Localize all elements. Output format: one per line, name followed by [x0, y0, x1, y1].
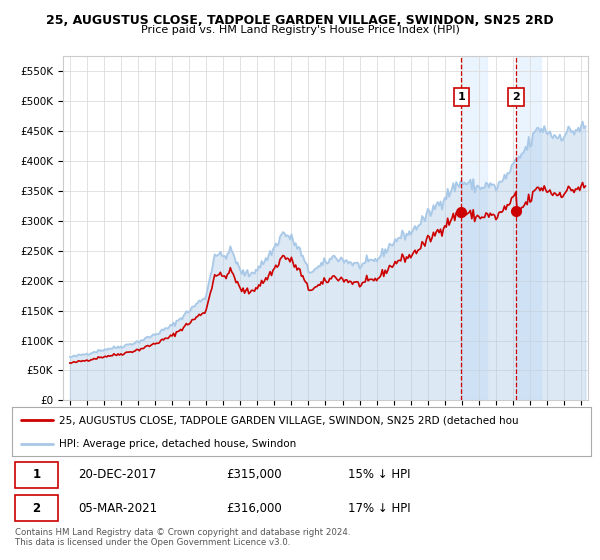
Text: Price paid vs. HM Land Registry's House Price Index (HPI): Price paid vs. HM Land Registry's House …: [140, 25, 460, 35]
Bar: [461, 56, 487, 400]
FancyBboxPatch shape: [15, 495, 58, 521]
Text: £315,000: £315,000: [226, 468, 282, 481]
Text: 1: 1: [32, 468, 41, 481]
Text: 1: 1: [457, 92, 465, 102]
Bar: [516, 56, 541, 400]
Text: £316,000: £316,000: [226, 502, 282, 515]
Text: 20-DEC-2017: 20-DEC-2017: [79, 468, 157, 481]
Text: HPI: Average price, detached house, Swindon: HPI: Average price, detached house, Swin…: [59, 439, 297, 449]
FancyBboxPatch shape: [15, 462, 58, 488]
Text: 25, AUGUSTUS CLOSE, TADPOLE GARDEN VILLAGE, SWINDON, SN25 2RD (detached hou: 25, AUGUSTUS CLOSE, TADPOLE GARDEN VILLA…: [59, 416, 519, 426]
Text: 17% ↓ HPI: 17% ↓ HPI: [348, 502, 410, 515]
Text: 2: 2: [32, 502, 41, 515]
Text: 05-MAR-2021: 05-MAR-2021: [79, 502, 158, 515]
Text: Contains HM Land Registry data © Crown copyright and database right 2024.
This d: Contains HM Land Registry data © Crown c…: [15, 528, 350, 547]
Text: 2: 2: [512, 92, 520, 102]
Text: 25, AUGUSTUS CLOSE, TADPOLE GARDEN VILLAGE, SWINDON, SN25 2RD: 25, AUGUSTUS CLOSE, TADPOLE GARDEN VILLA…: [46, 14, 554, 27]
Text: 15% ↓ HPI: 15% ↓ HPI: [348, 468, 410, 481]
